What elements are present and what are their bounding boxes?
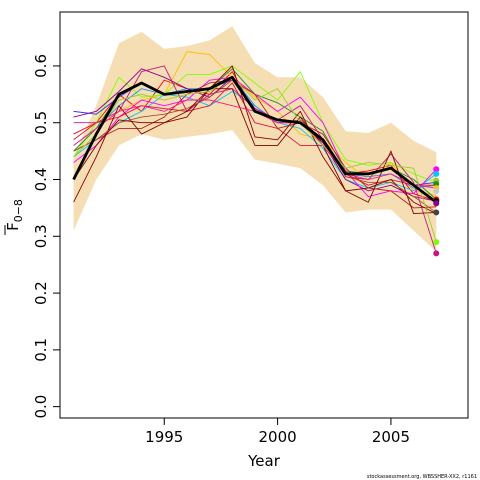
main-series-line <box>72 75 438 204</box>
series-line-15 <box>73 88 437 215</box>
end-point-12 <box>433 250 440 257</box>
x-tick-label-2000: 2000 <box>259 428 297 446</box>
svg-text:F0−8: F0−8 <box>4 199 25 231</box>
x-axis-title: Year <box>247 452 281 470</box>
series-line-6 <box>73 76 437 189</box>
series-line-2 <box>73 51 437 196</box>
series-line-11 <box>73 82 437 186</box>
footnote: stockassessment.org, WBSSHER-XX2, r1161 <box>367 474 477 480</box>
y-axis-title: F0−8 <box>4 199 25 235</box>
confidence-band-layer <box>73 26 437 252</box>
end-point-10 <box>433 209 440 216</box>
end-point-11 <box>433 238 440 245</box>
x-axis: 1995 2000 2005 <box>145 418 410 446</box>
y-tick-label-3: 0.3 <box>32 224 50 248</box>
y-tick-label-5: 0.5 <box>32 111 50 135</box>
y-tick-label-0: 0.0 <box>32 395 50 419</box>
x-tick-label-2005: 2005 <box>372 428 410 446</box>
series-line-12 <box>73 79 437 209</box>
series-line-17 <box>73 76 437 243</box>
plot-frame <box>59 11 469 419</box>
y-axis-title-sub: 0−8 <box>12 199 25 222</box>
x-tick-label-1995: 1995 <box>145 428 183 446</box>
main-series-layer <box>72 75 438 204</box>
y-tick-label-6: 0.6 <box>32 54 50 78</box>
y-tick-label-2: 0.2 <box>32 281 50 305</box>
end-point-9 <box>433 200 440 207</box>
y-axis: 0.0 0.1 0.2 0.3 0.4 0.5 0.6 <box>32 54 60 419</box>
end-point-2 <box>433 170 440 177</box>
confidence-band <box>73 26 437 252</box>
end-point-6 <box>433 187 440 194</box>
end-point-1 <box>433 166 440 173</box>
series-line-3 <box>73 65 437 183</box>
y-tick-label-1: 0.1 <box>32 338 50 362</box>
y-tick-label-4: 0.4 <box>32 168 50 192</box>
y-axis-title-main: F <box>4 222 22 231</box>
end-points-layer <box>433 166 440 257</box>
